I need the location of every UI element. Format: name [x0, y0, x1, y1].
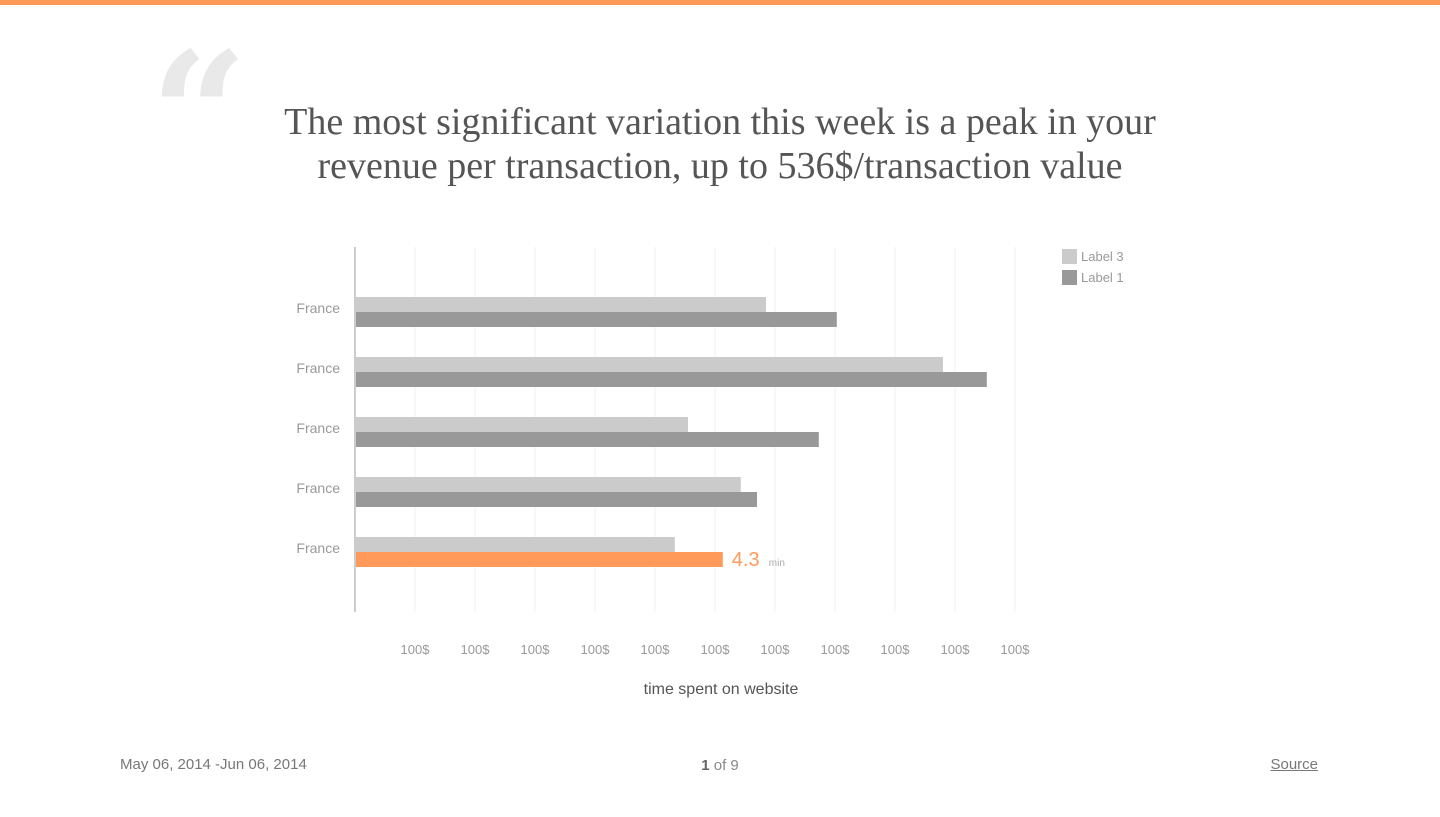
- source-link[interactable]: Source: [1270, 756, 1318, 773]
- bar-label-3: [356, 537, 675, 552]
- highlight-value-label: 4.3: [732, 549, 760, 571]
- x-tick-label: 100$: [581, 642, 611, 657]
- bar-label-1: [356, 372, 987, 387]
- page-total: of 9: [713, 757, 739, 774]
- quote-mark-icon: “: [150, 15, 248, 215]
- x-axis-title: time spent on website: [644, 681, 799, 698]
- bar-label-1: [356, 492, 757, 507]
- category-label: France: [296, 300, 340, 316]
- bar-label-1: [356, 432, 819, 447]
- category-label: France: [296, 540, 340, 556]
- headline-text: The most significant variation this week…: [284, 101, 1156, 187]
- legend-label: Label 1: [1081, 270, 1124, 285]
- x-tick-label: 100$: [821, 642, 851, 657]
- legend-item-label-1: Label 1: [1062, 267, 1124, 288]
- chart-legend: Label 3 Label 1: [1062, 246, 1124, 288]
- x-tick-label: 100$: [881, 642, 911, 657]
- highlight-unit-label: min: [769, 558, 785, 569]
- legend-item-label-3: Label 3: [1062, 246, 1124, 267]
- category-label: France: [296, 360, 340, 376]
- x-tick-label: 100$: [521, 642, 551, 657]
- bar-label-1: [356, 552, 723, 567]
- bar-label-1: [356, 312, 837, 327]
- bar-label-3: [356, 417, 688, 432]
- legend-label: Label 3: [1081, 249, 1124, 264]
- legend-swatch: [1062, 270, 1077, 285]
- legend-swatch: [1062, 249, 1077, 264]
- date-range: May 06, 2014 -Jun 06, 2014: [120, 756, 307, 773]
- x-tick-label: 100$: [761, 642, 791, 657]
- x-tick-label: 100$: [641, 642, 671, 657]
- page-current: 1: [701, 757, 710, 774]
- x-tick-label: 100$: [401, 642, 431, 657]
- x-tick-label: 100$: [1001, 642, 1031, 657]
- category-label: France: [296, 420, 340, 436]
- x-tick-label: 100$: [941, 642, 971, 657]
- category-label: France: [296, 480, 340, 496]
- bar-label-3: [356, 357, 943, 372]
- top-accent-bar: [0, 0, 1440, 5]
- x-tick-label: 100$: [701, 642, 731, 657]
- x-tick-label: 100$: [461, 642, 491, 657]
- page-indicator: 1 of 9: [0, 757, 1440, 774]
- bar-label-3: [356, 477, 741, 492]
- bar-label-3: [356, 297, 766, 312]
